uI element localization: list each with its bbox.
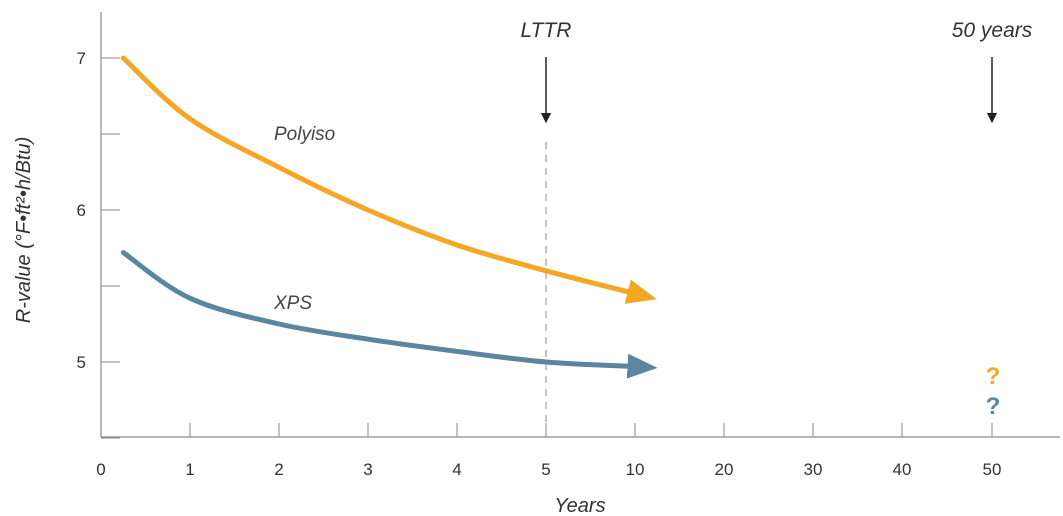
x-tick-label: 2 [274,460,283,479]
polyiso-series-line [120,55,657,304]
x-tick-label: 50 [983,460,1002,479]
xps-series-label: XPS [273,293,312,314]
x-axis-ticks: 0 1 2 3 4 5 10 20 30 40 50 [96,423,1001,479]
y-tick-label: 7 [77,49,86,68]
lttr-label: LTTR [521,19,572,42]
polyiso-unknown-marker: ? [986,363,1001,390]
polyiso-series-label: Polyiso [274,124,335,145]
x-tick-label: 10 [626,460,645,479]
x-tick-label: 40 [893,460,912,479]
x-axis-title: Years [554,495,605,516]
xps-series-line [120,250,658,379]
x-tick-label: 5 [541,460,550,479]
fifty-years-label: 50 years [952,19,1033,42]
x-tick-label: 1 [185,460,194,479]
series-layer [120,55,658,379]
x-tick-label: 0 [96,460,105,479]
x-tick-label: 30 [804,460,823,479]
y-tick-label: 6 [77,201,86,220]
x-tick-label: 3 [363,460,372,479]
y-tick-label: 5 [77,353,86,372]
y-axis-title: R-value (°F•ft²•h/Btu) [13,137,35,323]
xps-unknown-marker: ? [986,393,1001,420]
x-tick-label: 4 [452,460,461,479]
y-axis-ticks: 5 6 7 [77,49,120,439]
x-tick-label: 20 [715,460,734,479]
